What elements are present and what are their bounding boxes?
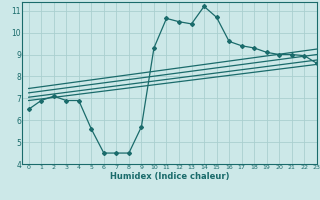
X-axis label: Humidex (Indice chaleur): Humidex (Indice chaleur)	[110, 172, 229, 181]
